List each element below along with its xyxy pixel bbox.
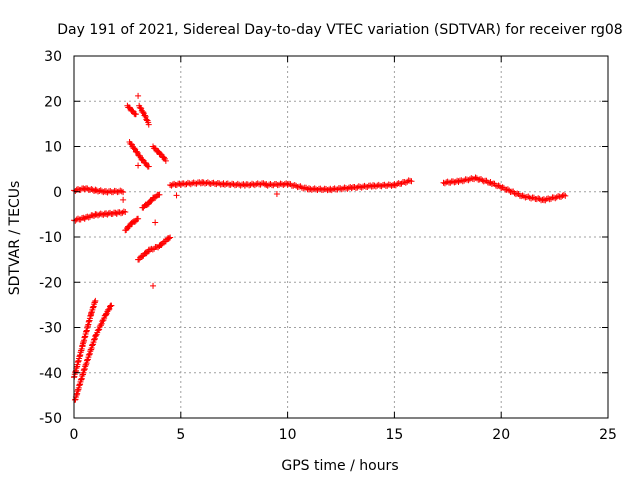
data-points (71, 92, 569, 403)
outlier-point (152, 219, 159, 226)
data-point (133, 148, 140, 155)
data-point (283, 180, 290, 187)
data-point (132, 111, 139, 118)
outlier-point (135, 162, 142, 169)
data-point (284, 181, 291, 188)
data-point (487, 179, 494, 186)
axis-ticks (73, 55, 609, 419)
data-point (95, 327, 102, 334)
y-tick-label: -30 (39, 321, 62, 337)
data-point (162, 157, 169, 164)
data-point (99, 318, 106, 325)
data-point (300, 185, 307, 192)
data-point (528, 195, 535, 202)
x-tick-label: 20 (492, 427, 510, 443)
x-tick-label: 25 (599, 427, 617, 443)
data-point (142, 112, 149, 119)
data-point (120, 208, 127, 215)
data-point (118, 188, 125, 195)
data-point (105, 210, 112, 217)
data-point (75, 215, 82, 222)
data-point (408, 178, 415, 185)
y-tick-label: -10 (39, 230, 62, 246)
data-point (87, 213, 94, 220)
data-point (92, 297, 99, 304)
data-point (145, 163, 152, 170)
data-point (117, 187, 124, 194)
outlier-point (173, 192, 180, 199)
data-point (114, 189, 121, 196)
data-point (305, 185, 312, 192)
data-point (152, 194, 159, 201)
outlier-point (120, 196, 127, 203)
data-point (330, 185, 337, 192)
y-tick-label: 0 (53, 185, 62, 201)
data-point (530, 194, 537, 201)
y-tick-label: 30 (44, 49, 62, 65)
data-point (506, 187, 513, 194)
tick-labels: 0 5 10 15 20 25 -50 -40 -30 -20 -10 0 10 20 30 (39, 49, 617, 443)
data-point (98, 322, 105, 329)
x-axis-label: GPS time / hours (281, 458, 398, 474)
chart-title: Day 191 of 2021, Sidereal Day-to-day VTE… (57, 22, 622, 38)
x-tick-label: 5 (176, 427, 185, 443)
data-point (139, 156, 146, 163)
data-point (80, 214, 87, 221)
data-point (277, 180, 284, 187)
data-point (157, 150, 164, 157)
outlier-point (273, 191, 280, 198)
data-point (143, 116, 150, 123)
data-point (105, 306, 112, 313)
y-tick-label: 10 (44, 140, 62, 156)
data-point (562, 192, 569, 199)
data-point (156, 191, 163, 198)
data-point (108, 302, 115, 309)
x-tick-label: 10 (279, 427, 297, 443)
data-point (398, 180, 405, 187)
data-point (504, 186, 511, 193)
data-point (92, 332, 99, 339)
data-point (135, 215, 142, 222)
data-point (560, 191, 567, 198)
data-point (103, 211, 110, 218)
x-tick-label: 15 (385, 427, 403, 443)
data-point (81, 186, 88, 193)
data-point (167, 234, 174, 241)
data-point (148, 197, 155, 204)
data-point (166, 235, 173, 242)
data-point (120, 189, 127, 196)
x-tick-label: 0 (70, 427, 79, 443)
data-point (131, 145, 138, 152)
data-point (287, 181, 294, 188)
y-axis-label: SDTVAR / TECUs (7, 181, 23, 296)
grid-lines (74, 56, 608, 418)
data-point (140, 109, 147, 116)
y-tick-label: -40 (39, 366, 62, 382)
data-point (122, 209, 129, 216)
data-point (450, 178, 457, 185)
y-tick-label: -20 (39, 275, 62, 291)
data-point (545, 195, 552, 202)
data-point (145, 121, 152, 128)
y-tick-label: 20 (44, 94, 62, 110)
data-point (89, 212, 96, 219)
data-point (327, 186, 334, 193)
data-point (98, 320, 105, 327)
data-point (137, 104, 144, 111)
outlier-point (135, 92, 142, 99)
outlier-point (150, 282, 157, 289)
data-point (244, 181, 251, 188)
data-point (370, 182, 377, 189)
y-tick-label: -50 (39, 411, 62, 427)
data-point (149, 246, 156, 253)
data-point (351, 183, 358, 190)
data-point (119, 209, 126, 216)
data-point (107, 303, 114, 310)
data-point (548, 195, 555, 202)
data-point (480, 178, 487, 185)
data-point (473, 175, 480, 182)
data-point (91, 187, 98, 194)
